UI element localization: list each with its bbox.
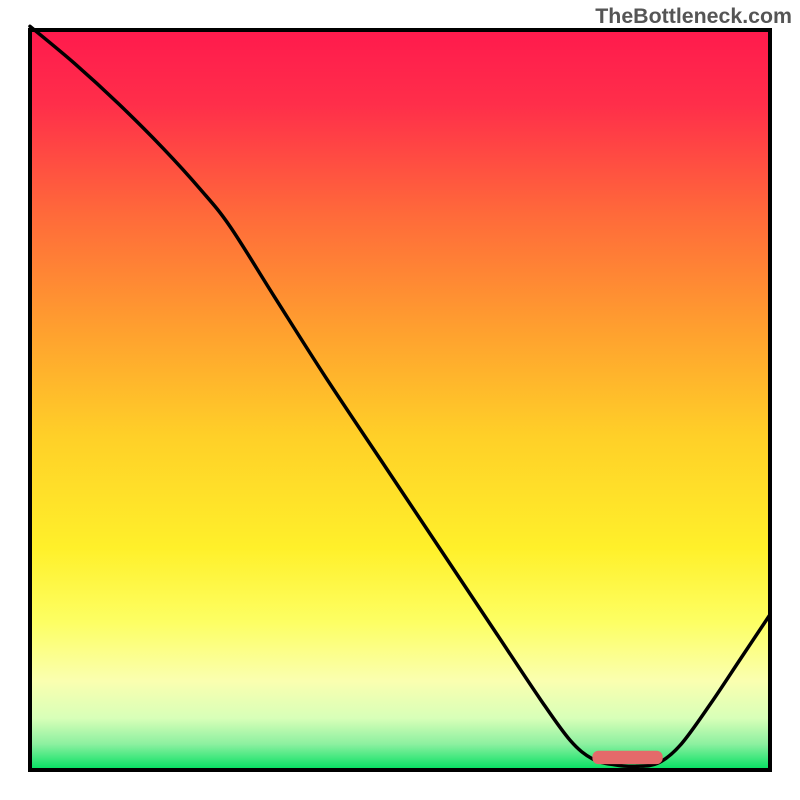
gradient-background [30,30,770,770]
chart-canvas: TheBottleneck.com [0,0,800,800]
chart-svg [0,0,800,800]
optimal-marker [592,751,662,764]
watermark-text: TheBottleneck.com [595,4,792,29]
